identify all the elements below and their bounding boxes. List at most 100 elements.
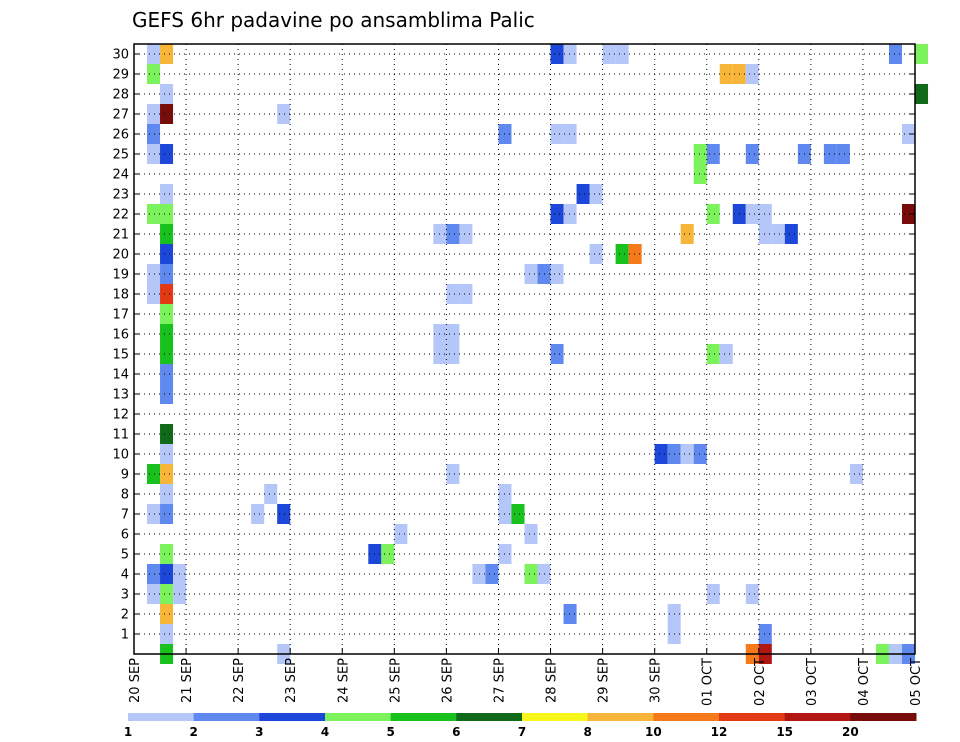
precip-cell — [706, 204, 720, 224]
precip-cell — [901, 204, 915, 224]
y-tick-label: 17 — [112, 308, 129, 323]
precip-cell — [160, 304, 174, 324]
x-tick-label: 25 SEP — [388, 658, 403, 703]
precip-cell — [693, 444, 707, 464]
y-tick-label: 2 — [121, 608, 129, 623]
precip-cell — [550, 44, 564, 64]
precip-cell — [680, 224, 694, 244]
y-tick-label: 19 — [112, 268, 129, 283]
y-tick-label: 13 — [112, 388, 129, 403]
precip-cell — [849, 464, 863, 484]
precip-cell — [563, 124, 577, 144]
x-tick-label: 22 SEP — [232, 658, 247, 703]
precip-cell — [160, 444, 174, 464]
precip-cell — [511, 504, 525, 524]
colorbar-segment — [259, 713, 326, 721]
x-tick-label: 26 SEP — [440, 658, 455, 703]
colorbar-label: 20 — [842, 725, 859, 739]
y-tick-label: 8 — [121, 488, 129, 503]
y-tick-label: 20 — [112, 248, 129, 263]
precip-cell — [524, 524, 538, 544]
precip-cell — [147, 64, 161, 84]
colorbar-segment — [128, 713, 195, 721]
precip-cell — [160, 224, 174, 244]
precip-cell — [459, 284, 473, 304]
precip-cell — [654, 444, 668, 464]
precip-cell — [719, 344, 733, 364]
y-tick-label: 4 — [121, 568, 129, 583]
x-tick-label: 03 OCT — [805, 658, 820, 706]
precip-cell — [771, 224, 785, 244]
precip-cell — [160, 84, 174, 104]
precip-cell — [550, 344, 564, 364]
precip-cell — [615, 244, 629, 264]
precip-cell — [160, 564, 174, 584]
precip-cell — [446, 344, 460, 364]
y-tick-label: 5 — [121, 548, 129, 563]
precip-cell — [693, 164, 707, 184]
precip-cell — [758, 224, 772, 244]
colorbar-label: 3 — [255, 725, 263, 739]
y-tick-label: 9 — [121, 468, 129, 483]
colorbar-label: 2 — [189, 725, 197, 739]
precip-cell — [160, 624, 174, 644]
colorbar-label: 5 — [386, 725, 394, 739]
precip-cell — [277, 504, 291, 524]
precip-cell — [745, 584, 759, 604]
x-tick-label: 29 SEP — [597, 658, 612, 703]
precip-cell — [628, 244, 642, 264]
colorbar-label: 15 — [776, 725, 793, 739]
precip-cell — [745, 64, 759, 84]
x-tick-label: 05 OCT — [909, 658, 924, 706]
precip-cell — [160, 144, 174, 164]
precip-cell — [485, 564, 499, 584]
y-tick-label: 15 — [112, 348, 129, 363]
y-tick-label: 3 — [121, 588, 129, 603]
precip-cell — [745, 204, 759, 224]
x-tick-label: 04 OCT — [857, 658, 872, 706]
precip-cell — [160, 44, 174, 64]
precip-cell — [459, 224, 473, 244]
precip-cell — [550, 204, 564, 224]
y-tick-label: 7 — [121, 508, 129, 523]
precip-cell — [160, 364, 174, 384]
precip-cell — [160, 544, 174, 564]
precip-cell — [446, 324, 460, 344]
x-tick-label: 23 SEP — [284, 658, 299, 703]
x-tick-label: 21 SEP — [180, 658, 195, 703]
precip-cell — [680, 444, 694, 464]
y-tick-label: 10 — [112, 448, 129, 463]
precip-cell — [550, 124, 564, 144]
cells-layer — [147, 44, 929, 664]
precip-cell — [160, 484, 174, 504]
y-tick-label: 27 — [112, 108, 129, 123]
precip-cell — [147, 504, 161, 524]
ticks-layer: 1234567891011121314151617181920212223242… — [112, 48, 924, 706]
y-tick-label: 14 — [112, 368, 129, 383]
precip-cell — [758, 204, 772, 224]
precip-cell — [719, 64, 733, 84]
colorbar-segment — [193, 713, 260, 721]
plot-frame — [133, 43, 916, 655]
precip-cell — [160, 264, 174, 284]
x-tick-label: 20 SEP — [128, 658, 143, 703]
precip-cell — [563, 604, 577, 624]
y-tick-label: 23 — [112, 188, 129, 203]
y-tick-label: 24 — [112, 168, 129, 183]
precip-cell — [160, 104, 174, 124]
colorbar-label: 4 — [321, 725, 329, 739]
precip-cell — [823, 144, 837, 164]
colorbar-segment — [784, 713, 851, 721]
precip-cell — [446, 224, 460, 244]
precip-cell — [160, 344, 174, 364]
precip-cell — [563, 204, 577, 224]
colorbar-label: 1 — [124, 725, 132, 739]
precip-cell — [160, 244, 174, 264]
y-tick-label: 16 — [112, 328, 129, 343]
precip-cell — [836, 144, 850, 164]
precip-cell — [160, 504, 174, 524]
y-tick-label: 18 — [112, 288, 129, 303]
colorbar-label: 6 — [452, 725, 460, 739]
precip-cell — [745, 144, 759, 164]
